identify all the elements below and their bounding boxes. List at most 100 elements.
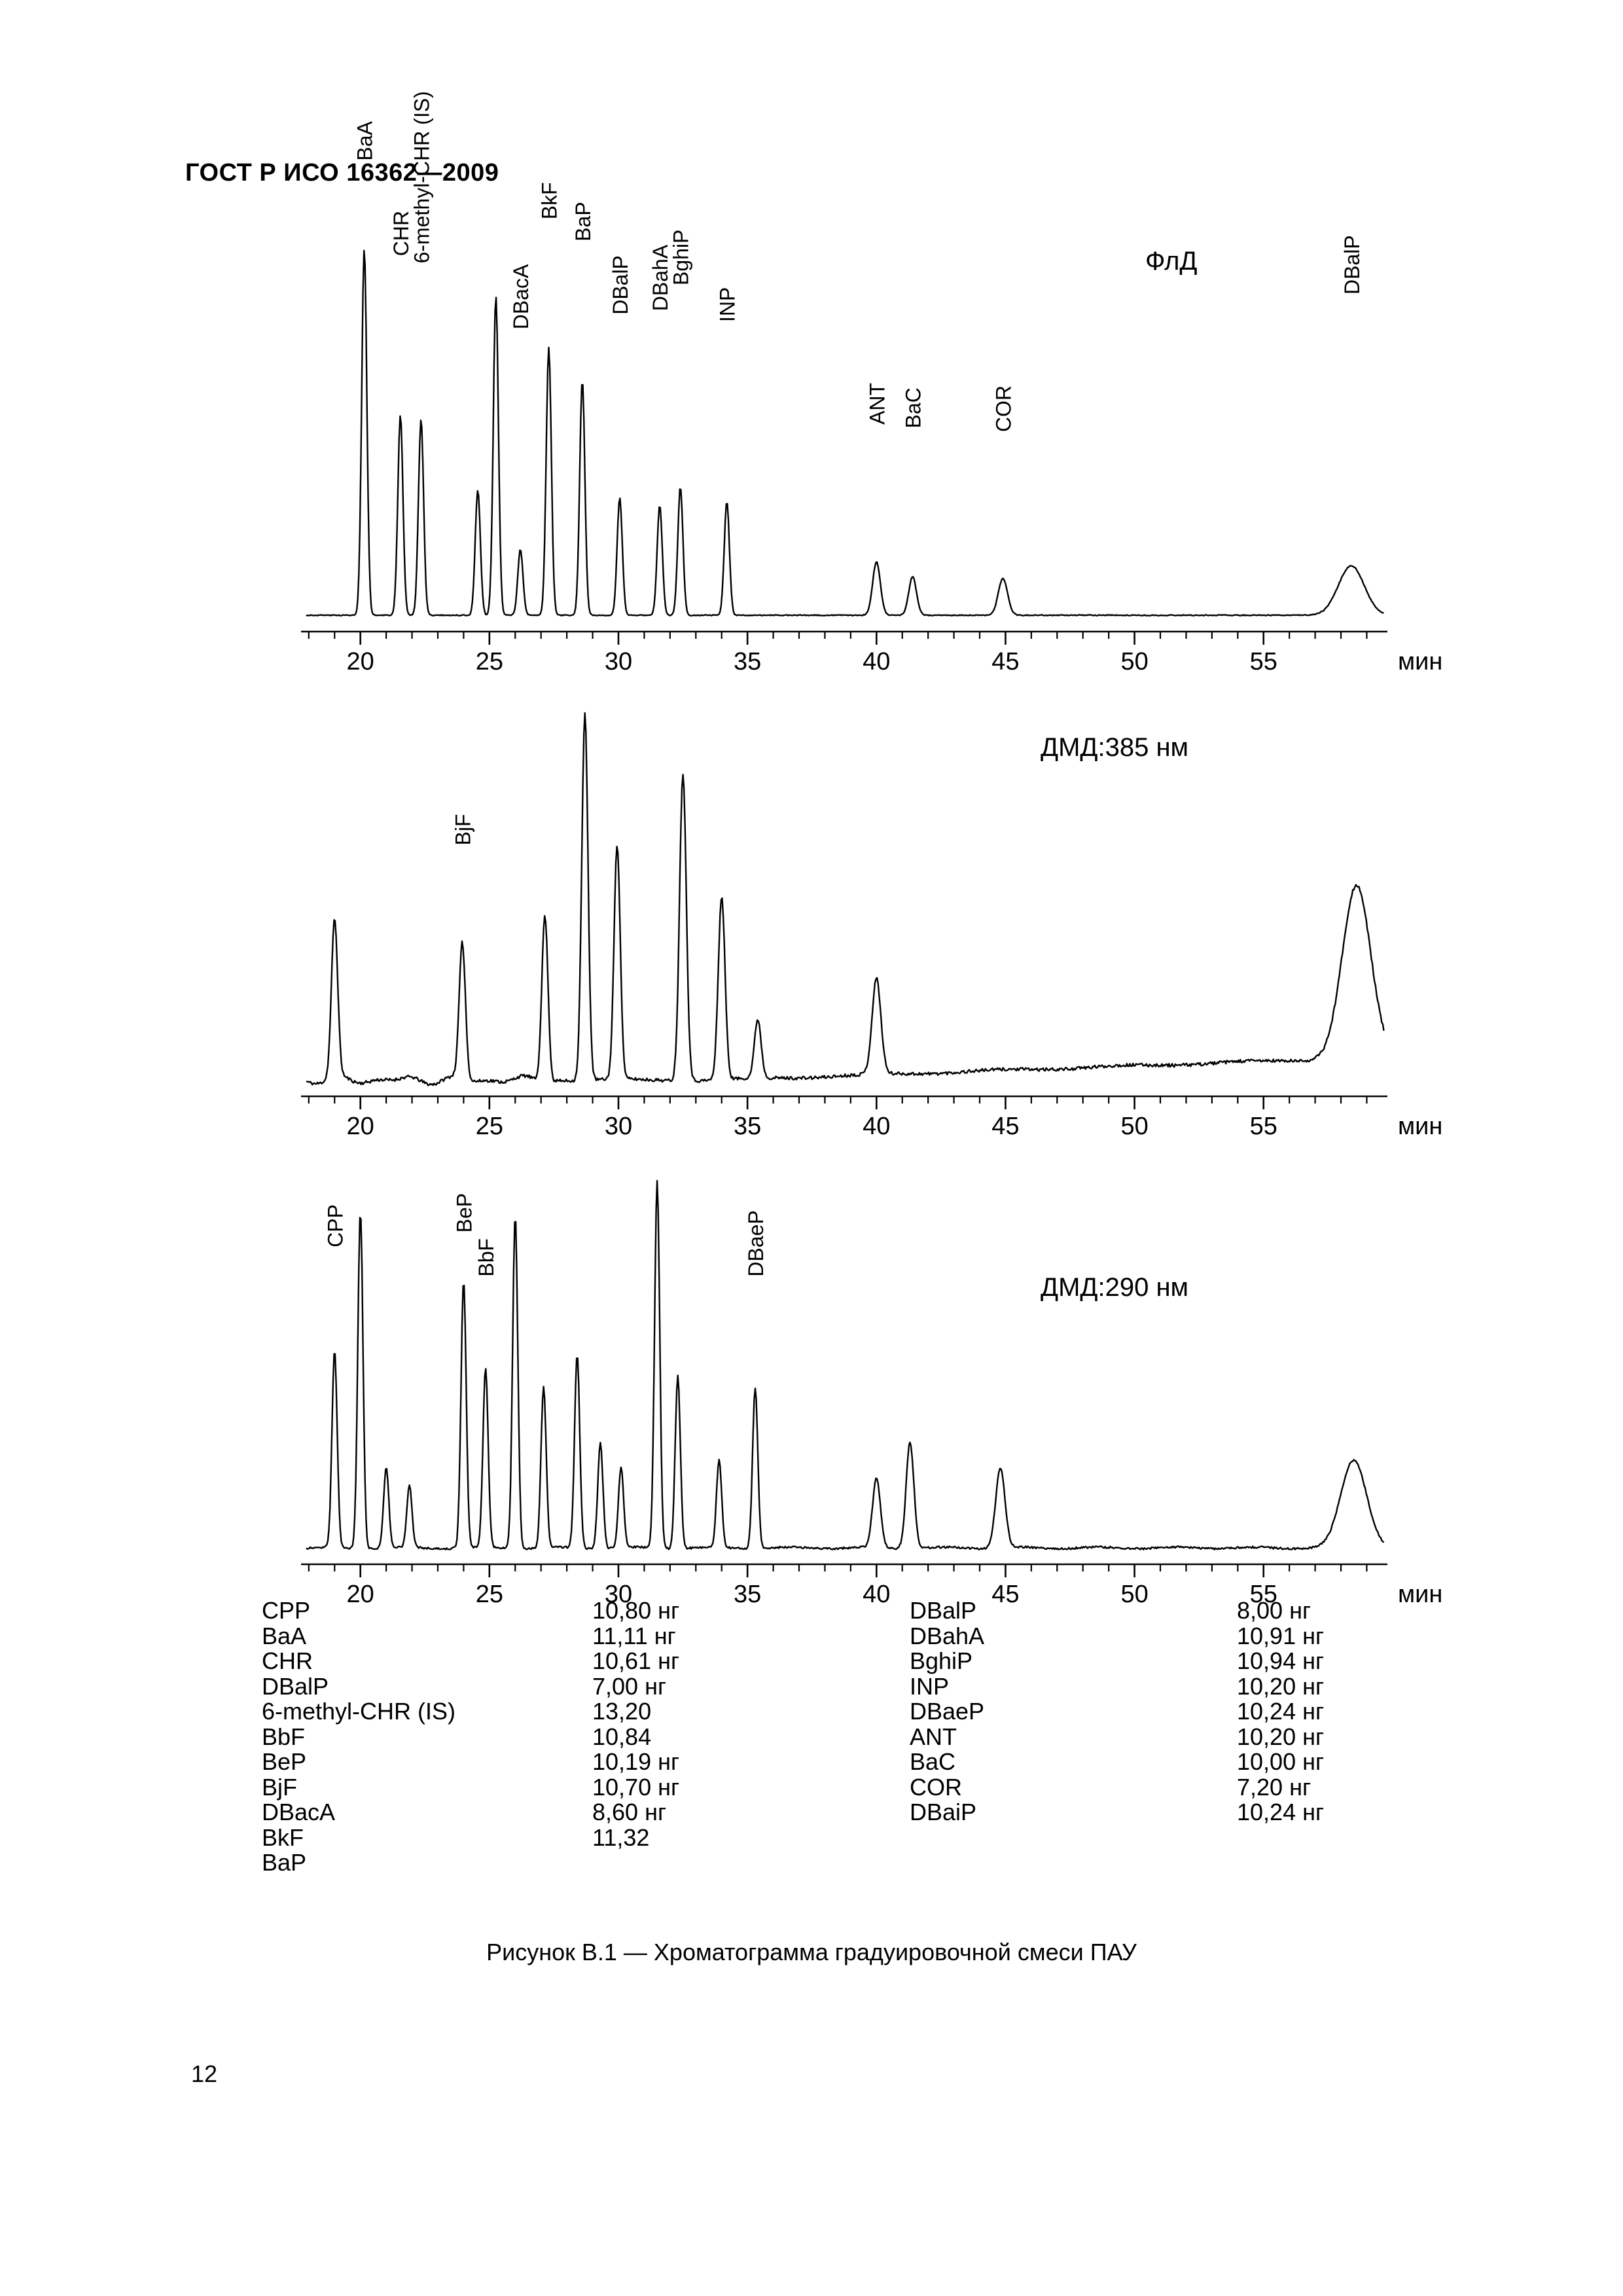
tick-label: 35 — [734, 1113, 761, 1140]
compound-amount: 10,20 нг — [1237, 1723, 1325, 1750]
peak-label: BeP — [452, 1193, 476, 1232]
compound-name: BkF — [262, 1823, 304, 1851]
compound-amount: 7,00 нг — [592, 1672, 667, 1700]
compound-name: BaC — [910, 1748, 956, 1775]
tick-label: 55 — [1250, 648, 1277, 675]
compound-name: DBacA — [262, 1799, 336, 1825]
compound-amount: 13,20 — [592, 1698, 652, 1725]
tick-label: 45 — [991, 1113, 1019, 1140]
tick-label: 40 — [863, 648, 890, 675]
peak-label: DBahA — [649, 244, 672, 311]
detector-label: ФлД — [1145, 247, 1198, 276]
tick-label: 50 — [1120, 1113, 1148, 1140]
page-number: 12 — [191, 2060, 218, 2087]
peak-label: DBalP — [609, 255, 632, 315]
peak-label: INP — [716, 287, 740, 322]
tick-label: 20 — [347, 1113, 374, 1140]
compound-name: INP — [910, 1672, 950, 1700]
tick-label: 55 — [1250, 1113, 1277, 1140]
legend-row: DBahA 10,91 нг — [910, 1622, 1325, 1649]
compound-amount: 10,70 нг — [592, 1773, 680, 1801]
tick-label: 30 — [605, 648, 632, 675]
tick-label: 50 — [1120, 648, 1148, 675]
axis-unit-label: мин — [1398, 1113, 1442, 1140]
legend-row: DBacA 8,60 нг — [262, 1799, 910, 1825]
compound-name: BaP — [262, 1849, 307, 1876]
legend-row: 6-methyl-CHR (IS) 13,20 — [262, 1698, 910, 1725]
peak-label: 6-methyl-CHR (IS) — [410, 91, 433, 263]
peak-label: BbF — [474, 1238, 498, 1277]
legend-row: CPP 10,80 нг — [262, 1598, 910, 1624]
legend-row: BaA 11,11 нг — [262, 1623, 910, 1649]
tick-label: 45 — [991, 1581, 1019, 1608]
peak-label: BaA — [353, 120, 377, 160]
compound-name: 6-methyl-CHR (IS) — [262, 1698, 456, 1725]
compound-name: CPP — [262, 1597, 311, 1624]
document-header: ГОСТ Р ИСО 16362—2009 — [185, 159, 499, 187]
compound-amount: 10,61 нг — [592, 1647, 680, 1674]
legend-row: BbF 10,84 — [262, 1723, 910, 1750]
chromatogram-dmd-290nm: 20 25 30 35 40 45 50 55 мин CPP BeP BbF DBaeP ДМД:290… — [301, 1179, 1442, 1608]
legend-row: DBaeP 10,24 нг — [910, 1698, 1324, 1725]
chromatogram-trace — [306, 712, 1385, 1086]
peak-label: BjF — [451, 814, 474, 846]
compound-amount: 10,80 нг — [592, 1597, 680, 1624]
tick-label: 40 — [863, 1581, 890, 1608]
compound-amount: 10,24 нг — [1237, 1799, 1325, 1825]
legend-row: BaC 10,00 нг — [910, 1749, 1324, 1775]
compound-name: DBalP — [910, 1597, 977, 1624]
compound-name: BjF — [262, 1773, 297, 1801]
peak-label: CHR — [389, 211, 413, 256]
peak-label: DBalP — [1340, 235, 1364, 295]
compound-name: BbF — [262, 1723, 306, 1750]
peak-label: BaP — [571, 202, 595, 241]
legend-row: BkF 11,32 — [262, 1825, 910, 1851]
legend-row: BjF 10,70 нг — [262, 1773, 910, 1801]
peak-label: ANT — [865, 383, 889, 425]
chromatogram-trace — [306, 1179, 1385, 1551]
compound-amount: 10,19 нг — [592, 1748, 680, 1775]
legend-row: COR 7,20 нг — [910, 1773, 1324, 1801]
detector-label: ДМД:385 нм — [1041, 733, 1188, 762]
legend-row: DBaiP 10,24 нг — [910, 1799, 1325, 1825]
tick-label: 20 — [347, 648, 374, 675]
legend-row: DBalP 8,00 нг — [910, 1598, 1324, 1624]
peak-label: CPP — [323, 1204, 347, 1247]
compound-amount: 10,84 — [592, 1723, 652, 1750]
tick-label: 35 — [734, 648, 761, 675]
compound-amount: 11,32 — [592, 1823, 650, 1851]
legend-row: INP 10,20 нг — [910, 1674, 1324, 1700]
compound-amount: 10,91 нг — [1237, 1622, 1325, 1649]
peak-label: DBaeP — [744, 1210, 768, 1276]
axis-unit-label: мин — [1398, 648, 1442, 675]
axis-unit-label: мин — [1398, 1581, 1442, 1608]
compound-name: DBaeP — [910, 1698, 985, 1725]
compound-name: DBaiP — [910, 1799, 977, 1825]
legend-row: DBalP 7,00 нг — [262, 1674, 910, 1700]
tick-label: 50 — [1120, 1581, 1148, 1608]
tick-label: 55 — [1250, 1581, 1277, 1608]
tick-label: 25 — [476, 1113, 503, 1140]
tick-label: 30 — [605, 1113, 632, 1140]
legend-right-column: DBalP 8,00 нг DBahA 10,91 нг BghiP 10,94 нг IN… — [910, 1598, 1324, 1876]
peak-label: BghiP — [669, 230, 693, 285]
compound-amount-list: CPP 10,80 нг BaA 11,11 нг CHR 10,61 нг DBalP 7,… — [262, 1598, 1324, 1876]
legend-row: BghiP 10,94 нг — [910, 1648, 1324, 1674]
legend-left-column: CPP 10,80 нг BaA 11,11 нг CHR 10,61 нг DBalP 7,… — [262, 1598, 910, 1876]
detector-label: ДМД:290 нм — [1041, 1273, 1188, 1302]
tick-label: 25 — [476, 648, 503, 675]
legend-row: CHR 10,61 нг — [262, 1647, 910, 1674]
tick-label: 40 — [863, 1113, 890, 1140]
compound-name: DBahA — [910, 1622, 985, 1649]
chromatogram-dmd-385nm: 20 25 30 35 40 45 50 55 мин BjF ДМД:385 нм — [301, 712, 1442, 1140]
peak-label: DBacA — [509, 264, 533, 329]
peak-label: COR — [991, 386, 1015, 432]
peak-label: BkF — [538, 182, 562, 219]
figure-caption: Рисунок В.1 — Хроматограмма градуировочн… — [486, 1939, 1137, 1965]
compound-name: COR — [910, 1773, 962, 1801]
chromatogram-trace — [306, 249, 1384, 617]
legend-row: ANT 10,20 нг — [910, 1723, 1325, 1750]
compound-name: BeP — [262, 1748, 307, 1775]
